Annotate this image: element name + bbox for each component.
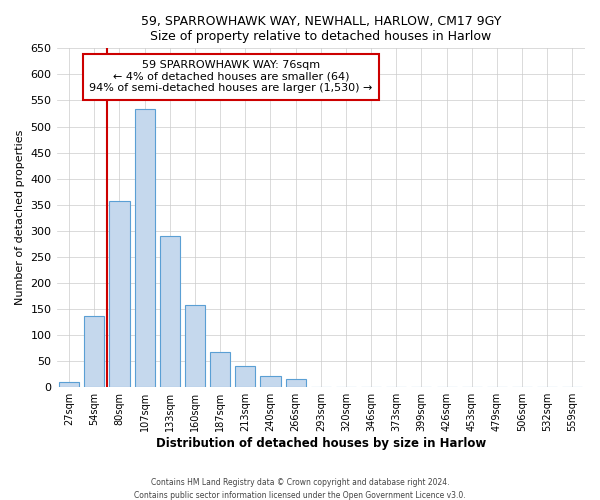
Bar [286,380,305,387]
Bar [134,109,155,387]
X-axis label: Distribution of detached houses by size in Harlow: Distribution of detached houses by size … [155,437,486,450]
Bar [109,200,130,387]
Y-axis label: Number of detached properties: Number of detached properties [15,130,25,306]
Bar [260,376,281,387]
Bar [437,386,457,387]
Bar [210,352,230,387]
Bar [59,382,79,387]
Bar [185,305,205,387]
Text: Contains HM Land Registry data © Crown copyright and database right 2024.
Contai: Contains HM Land Registry data © Crown c… [134,478,466,500]
Bar [235,366,256,387]
Bar [84,316,104,387]
Bar [160,236,180,387]
Text: 59 SPARROWHAWK WAY: 76sqm
← 4% of detached houses are smaller (64)
94% of semi-d: 59 SPARROWHAWK WAY: 76sqm ← 4% of detach… [89,60,373,94]
Bar [562,386,583,387]
Title: 59, SPARROWHAWK WAY, NEWHALL, HARLOW, CM17 9GY
Size of property relative to deta: 59, SPARROWHAWK WAY, NEWHALL, HARLOW, CM… [140,15,501,43]
